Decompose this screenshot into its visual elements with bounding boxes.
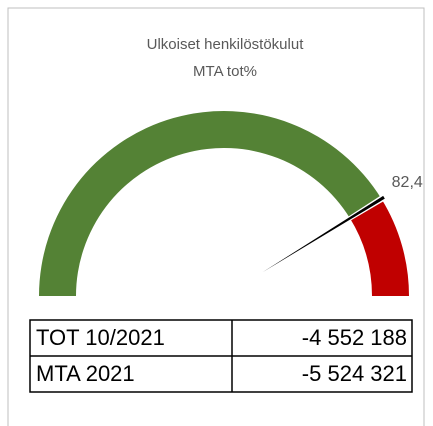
gauge-remainder-arc [349, 198, 409, 296]
table-cell: -4 552 188 [302, 325, 407, 350]
table-cell: TOT 10/2021 [36, 325, 165, 350]
gauge-needle [262, 195, 385, 273]
table: TOT 10/2021 -4 552 188 MTA 2021 -5 524 3… [29, 319, 413, 393]
table-cell: MTA 2021 [36, 361, 135, 386]
gauge-value-arc [39, 110, 382, 296]
gauge-value-label: 82,4 [392, 174, 423, 191]
chart-title: Ulkoiset henkilöstökulut [147, 36, 305, 53]
chart-subtitle: MTA tot% [193, 63, 257, 80]
table-cell: -5 524 321 [302, 361, 407, 386]
